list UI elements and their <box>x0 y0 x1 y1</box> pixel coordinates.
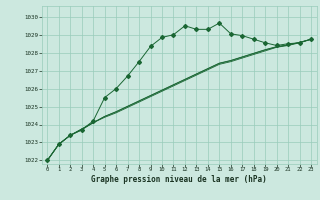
X-axis label: Graphe pression niveau de la mer (hPa): Graphe pression niveau de la mer (hPa) <box>91 175 267 184</box>
